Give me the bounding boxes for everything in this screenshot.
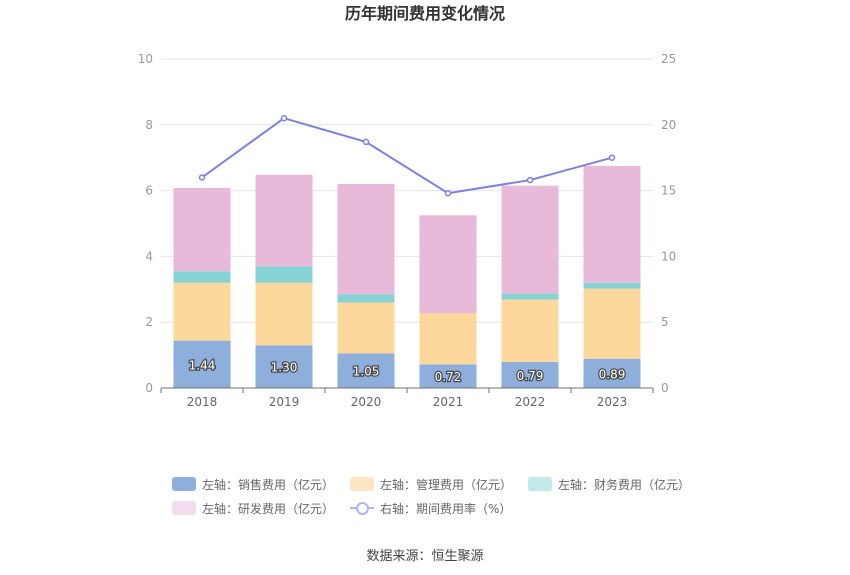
bar-series: 1.44 1.30 1.05 0.72 0.79 0.89: [173, 165, 641, 388]
y-right-tick-label: 10: [661, 249, 676, 263]
bar-rd: [173, 187, 231, 272]
legend-item-sales[interactable]: 左轴：销售费用（亿元）: [172, 476, 334, 493]
legend-swatch-sales: [172, 477, 196, 491]
y-left-tick-label: 10: [138, 52, 153, 66]
bar-admin: [173, 282, 231, 341]
bar-data-label: 1.05: [353, 365, 380, 379]
legend-swatch-rate: [350, 501, 375, 515]
legend-item-admin[interactable]: 左轴：管理费用（亿元）: [350, 476, 512, 493]
rate-point: [280, 114, 288, 122]
bar-rd: [419, 215, 477, 314]
bar-admin: [501, 299, 559, 363]
bar-admin: [419, 313, 477, 365]
y-left-tick-label: 8: [145, 118, 153, 132]
y-left-tick-label: 2: [145, 315, 153, 329]
legend-swatch-finance: [528, 477, 553, 491]
chart-title: 历年期间费用变化情况: [345, 4, 505, 23]
bar-sales: [501, 362, 559, 388]
bar-rd: [337, 184, 395, 295]
bar-admin: [583, 288, 641, 359]
bar-data-label: 1.44: [189, 358, 216, 372]
bar-data-label: 0.89: [599, 367, 626, 381]
bar-finance: [255, 266, 313, 283]
grid-lines: [161, 58, 653, 323]
y-left-tick-label: 6: [145, 184, 153, 198]
bar-data-label: 0.72: [435, 370, 462, 384]
y-right-tick-label: 0: [661, 381, 669, 395]
legend-item-finance[interactable]: 左轴：财务费用（亿元）: [528, 476, 690, 493]
y-right-tick-label: 15: [661, 184, 676, 198]
legend-item-rate[interactable]: 右轴：期间费用率（%）: [350, 500, 511, 517]
legend: 左轴：销售费用（亿元） 左轴：管理费用（亿元） 左轴：财务费用（亿元） 左轴：研…: [172, 472, 692, 520]
data-source: 数据来源：恒生聚源: [366, 549, 484, 564]
legend-item-rd[interactable]: 左轴：研发费用（亿元）: [172, 500, 334, 517]
y-right-tick-label: 20: [661, 118, 676, 132]
x-tick-label: 2020: [351, 395, 382, 409]
bar-finance: [173, 271, 231, 283]
rate-line: [201, 117, 613, 195]
legend-label-finance: 左轴：财务费用（亿元）: [558, 477, 691, 492]
bar-finance: [501, 293, 559, 300]
rate-point: [444, 189, 452, 197]
bar-finance: [583, 282, 641, 289]
bar-rd: [255, 174, 313, 267]
bar-sales: [337, 353, 395, 388]
legend-label-sales: 左轴：销售费用（亿元）: [202, 477, 335, 492]
bar-rd: [501, 185, 559, 294]
axes: 0 2 4 6 8 10 0 5 10 15 20 25 2018 2019 2020 2021 2022 202…: [138, 52, 677, 409]
y-right-tick-label: 25: [661, 52, 676, 66]
bar-admin: [255, 282, 313, 346]
bar-sales: [173, 340, 231, 388]
rate-point: [608, 154, 616, 161]
legend-swatch-admin: [350, 477, 375, 491]
bar-sales: [583, 358, 641, 388]
rate-point: [198, 174, 206, 181]
x-tick-label: 2023: [597, 395, 628, 409]
rate-point: [362, 138, 370, 146]
bar-finance: [337, 294, 395, 303]
line-series: [198, 114, 616, 197]
x-tick-label: 2019: [269, 395, 300, 409]
y-left-tick-label: 0: [145, 381, 153, 395]
legend-label-rate: 右轴：期间费用率（%）: [380, 501, 512, 516]
y-left-tick-label: 4: [145, 249, 153, 263]
x-tick-label: 2022: [515, 395, 546, 409]
legend-label-admin: 左轴：管理费用（亿元）: [380, 477, 513, 492]
bar-sales: [255, 345, 313, 388]
y-right-tick-label: 5: [661, 315, 669, 329]
bar-rd: [583, 165, 641, 283]
rate-point: [526, 176, 534, 184]
bar-sales: [419, 364, 477, 388]
x-tick-label: 2018: [187, 395, 218, 409]
bar-data-label: 1.30: [271, 361, 298, 375]
bar-admin: [337, 302, 395, 354]
x-tick-label: 2021: [433, 395, 464, 409]
legend-swatch-rd: [172, 501, 196, 515]
bar-data-label: 0.79: [517, 369, 544, 383]
legend-label-rd: 左轴：研发费用（亿元）: [202, 501, 335, 516]
